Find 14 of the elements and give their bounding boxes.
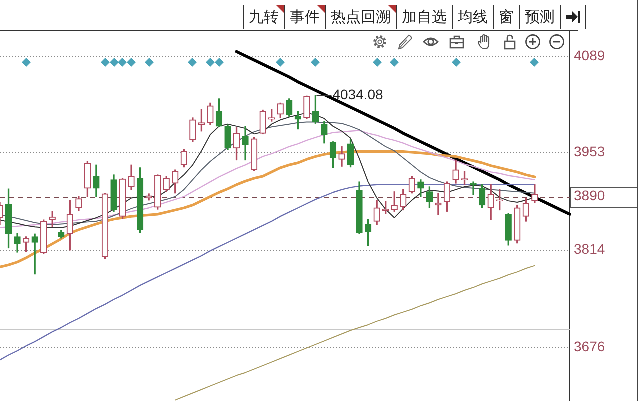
y-tick-label: 3953 xyxy=(574,143,606,160)
text: 九转 xyxy=(244,5,285,29)
text: 热点回溯 xyxy=(326,5,397,29)
text: 窗 xyxy=(494,5,520,29)
ref-line-label: 3890 xyxy=(574,188,606,204)
text: 均线 xyxy=(453,5,494,29)
y-tick-label: 3814 xyxy=(574,241,606,258)
y-tick-label: 3676 xyxy=(574,338,606,354)
text: 事件 xyxy=(285,5,326,29)
text: 预测 xyxy=(520,5,561,29)
text: 加自选 xyxy=(397,5,453,29)
candlestick xyxy=(32,234,38,275)
annotation: 4034.08 xyxy=(332,86,384,102)
y-tick-label: 4089 xyxy=(574,48,606,64)
